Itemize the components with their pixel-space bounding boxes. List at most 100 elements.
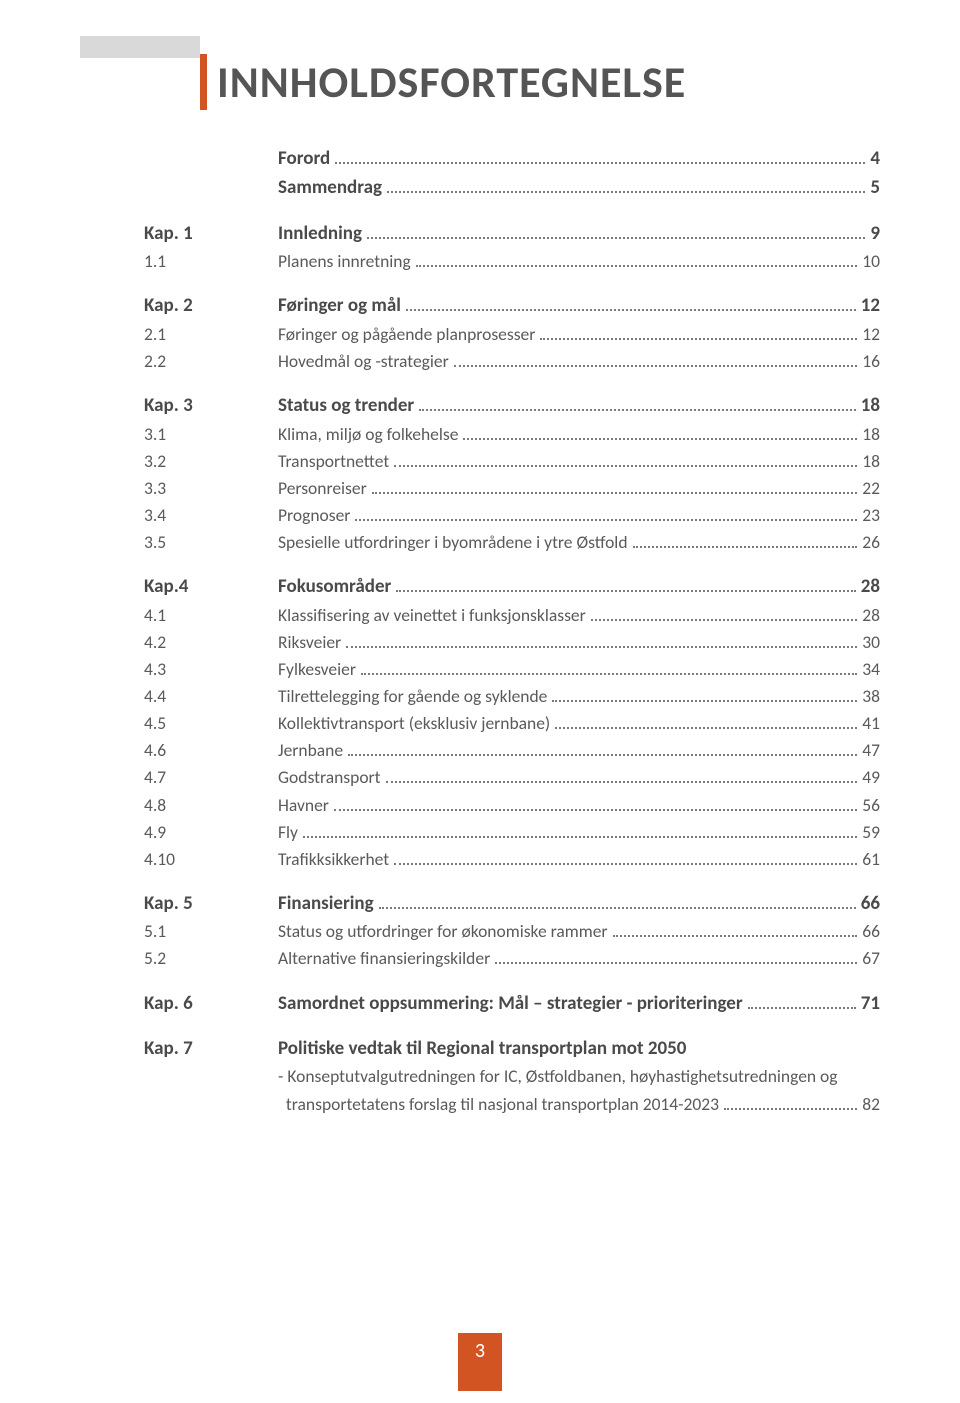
toc-label: Fokusområder	[278, 572, 391, 601]
page-header: INNHOLDSFORTEGNELSE	[80, 54, 880, 110]
toc-num: 4.6	[144, 737, 278, 764]
toc-num: 4.8	[144, 792, 278, 819]
toc-entry: Kap. 3 Status og trender 18	[144, 391, 880, 420]
toc-entry: 5.2 Alternative finansieringskilder 67	[144, 945, 880, 972]
toc-leader	[633, 538, 858, 549]
toc-label: Hovedmål og -strategier	[278, 348, 449, 375]
toc-num: Kap. 7	[144, 1034, 278, 1063]
toc-group-ch2: Kap. 2 Føringer og mål 12 2.1 Føringer o…	[144, 291, 880, 375]
toc-leader	[540, 329, 857, 340]
toc-entry: 4.9 Fly 59	[144, 819, 880, 846]
toc-num: 2.1	[144, 321, 278, 348]
toc-num: Kap.4	[144, 572, 278, 601]
toc-page: 12	[862, 321, 880, 348]
toc-page: 12	[861, 291, 880, 320]
toc-entry: 4.8 Havner 56	[144, 792, 880, 819]
toc-group-intro: Forord 4 Sammendrag 5	[144, 144, 880, 203]
toc-page: 41	[862, 710, 880, 737]
toc-num: 3.4	[144, 502, 278, 529]
toc-leader	[334, 800, 857, 811]
toc-leader	[419, 400, 856, 411]
page-title: INNHOLDSFORTEGNELSE	[217, 55, 686, 109]
toc-leader	[406, 300, 856, 311]
toc-label: Klima, miljø og folkehelse	[278, 421, 458, 448]
toc-page: 56	[862, 792, 880, 819]
toc-leader	[361, 664, 857, 675]
toc-entry: 3.1 Klima, miljø og folkehelse 18	[144, 421, 880, 448]
toc-page: 34	[862, 656, 880, 683]
toc-label: Fylkesveier	[278, 656, 356, 683]
toc-num: 4.3	[144, 656, 278, 683]
toc-num: 4.9	[144, 819, 278, 846]
header-tab-decoration	[80, 36, 200, 58]
toc-num: 2.2	[144, 348, 278, 375]
toc-label: Personreiser	[278, 475, 367, 502]
toc-num: 4.1	[144, 602, 278, 629]
toc-entry: 4.5 Kollektivtransport (eksklusiv jernba…	[144, 710, 880, 737]
toc-label: Planens innretning	[278, 248, 411, 275]
toc-label: Trafikksikkerhet	[278, 846, 389, 873]
toc-num: Kap. 1	[144, 219, 278, 248]
toc-num: 4.5	[144, 710, 278, 737]
toc-entry: 4.4 Tilrettelegging for gående og syklen…	[144, 683, 880, 710]
toc-group-ch4: Kap.4 Fokusområder 28 4.1 Klassifisering…	[144, 572, 880, 873]
toc-entry: 5.1 Status og utfordringer for økonomisk…	[144, 918, 880, 945]
toc-continuation-text: transportetatens forslag til nasjonal tr…	[278, 1091, 719, 1118]
toc-num: Kap. 5	[144, 889, 278, 918]
toc-leader	[303, 827, 857, 838]
toc-entry: Kap. 2 Føringer og mål 12	[144, 291, 880, 320]
toc-entry: Forord 4	[144, 144, 880, 173]
toc-entry: Kap.4 Fokusområder 28	[144, 572, 880, 601]
toc-label: Status og trender	[278, 391, 414, 420]
toc-label: Samordnet oppsummering: Mål – strategier…	[278, 989, 743, 1018]
toc-label: Riksveier	[278, 629, 341, 656]
toc-page: 82	[862, 1091, 880, 1118]
toc-group-ch7: Kap. 7 Politiske vedtak til Regional tra…	[144, 1034, 880, 1118]
toc-leader	[348, 746, 857, 757]
toc-entry: 2.1 Føringer og pågående planprosesser 1…	[144, 321, 880, 348]
toc-label: Havner	[278, 792, 329, 819]
toc-label: Klassifisering av veinettet i funksjonsk…	[278, 602, 586, 629]
toc-leader	[394, 456, 857, 467]
toc-leader	[454, 357, 858, 368]
toc-page: 18	[862, 421, 880, 448]
toc-leader	[372, 483, 858, 494]
toc-label: Spesielle utfordringer i byområdene i yt…	[278, 529, 628, 556]
toc-page: 10	[862, 248, 880, 275]
toc-leader	[724, 1099, 857, 1110]
toc-entry: 3.2 Transportnettet 18	[144, 448, 880, 475]
toc-label: Forord	[278, 144, 330, 173]
toc-page: 38	[862, 683, 880, 710]
toc-num: 4.2	[144, 629, 278, 656]
toc-label: Politiske vedtak til Regional transportp…	[278, 1034, 686, 1063]
toc-num: 3.2	[144, 448, 278, 475]
toc-leader	[335, 153, 865, 164]
toc-num: 4.4	[144, 683, 278, 710]
toc-label: Godstransport	[278, 764, 381, 791]
toc-entry: 4.2 Riksveier 30	[144, 629, 880, 656]
table-of-contents: Forord 4 Sammendrag 5 Kap. 1 Innledning …	[144, 144, 880, 1118]
toc-page: 59	[862, 819, 880, 846]
toc-label: Transportnettet	[278, 448, 389, 475]
toc-entry: 3.5 Spesielle utfordringer i byområdene …	[144, 529, 880, 556]
toc-page: 30	[862, 629, 880, 656]
toc-num: 3.5	[144, 529, 278, 556]
toc-continuation: transportetatens forslag til nasjonal tr…	[278, 1091, 880, 1118]
toc-page: 22	[862, 475, 880, 502]
toc-group-ch1: Kap. 1 Innledning 9 1.1 Planens innretni…	[144, 219, 880, 276]
toc-leader	[416, 257, 858, 268]
toc-page: 16	[862, 348, 880, 375]
toc-num: Kap. 2	[144, 291, 278, 320]
toc-num: Kap. 6	[144, 989, 278, 1018]
toc-page: 5	[870, 173, 880, 202]
toc-label: Sammendrag	[278, 173, 382, 202]
toc-leader	[555, 719, 857, 730]
toc-page: 23	[862, 502, 880, 529]
toc-leader	[613, 927, 858, 938]
toc-page: 61	[862, 846, 880, 873]
toc-entry: Kap. 6 Samordnet oppsummering: Mål – str…	[144, 989, 880, 1018]
toc-leader	[379, 897, 856, 908]
toc-label: Føringer og mål	[278, 291, 401, 320]
toc-page: 49	[862, 764, 880, 791]
toc-leader	[355, 510, 857, 521]
